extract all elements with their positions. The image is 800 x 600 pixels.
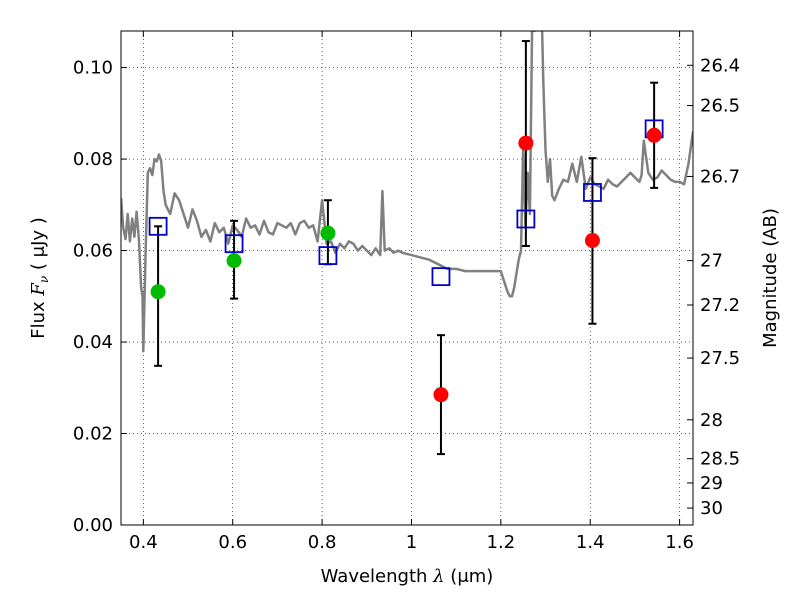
y2-tick-label: 26.5 — [700, 96, 740, 117]
y-tick-label: 0.08 — [73, 149, 113, 170]
x-tick-label: 0.8 — [308, 532, 337, 553]
observed-point — [518, 135, 534, 151]
observed-point — [584, 232, 600, 248]
observed-point — [226, 253, 242, 269]
y2-tick-label: 27.5 — [700, 348, 740, 369]
x-tick-label: 1.2 — [487, 532, 516, 553]
model-point-square — [431, 267, 451, 287]
y2-tick-label: 26.4 — [700, 55, 740, 76]
observed-point — [646, 127, 662, 143]
y2-tick-label: 30 — [700, 498, 723, 519]
observed-point — [433, 387, 449, 403]
y-tick-label: 0.06 — [73, 241, 113, 262]
secondary-y-axis-label: Magnitude (AB) — [760, 208, 781, 348]
x-tick-label: 0.4 — [129, 532, 158, 553]
y2-tick-label: 26.7 — [700, 166, 740, 187]
y-tick-label: 0.02 — [73, 424, 113, 445]
plot-area — [121, 31, 693, 525]
y2-tick-label: 27 — [700, 251, 723, 272]
y-tick-label: 0.10 — [73, 58, 113, 79]
data-marks — [148, 40, 664, 456]
x-axis-label: Wavelength λ (μm) — [321, 566, 494, 587]
model-point-square — [516, 209, 536, 229]
x-tick-label: 0.6 — [218, 532, 247, 553]
y2-tick-label: 28 — [700, 410, 723, 431]
y-tick-label: 0.04 — [73, 332, 113, 353]
observed-point — [320, 225, 336, 241]
y2-tick-label: 28.5 — [700, 449, 740, 470]
x-tick-label: 1.4 — [576, 532, 605, 553]
observed-point — [150, 284, 166, 300]
x-tick-label: 1 — [406, 532, 417, 553]
y-axis-label: Flux Fν ( μJy ) — [28, 217, 51, 339]
plot-frame — [120, 30, 694, 526]
y2-tick-label: 27.2 — [700, 295, 740, 316]
axis-ticks: 0.4 0.6 0.8 1 1.2 1.4 1.6 0.00 0.02 0.04 0.06 0.08 0… — [73, 31, 740, 553]
model-point-square — [224, 234, 244, 254]
model-point-square — [318, 246, 338, 265]
model-point-square — [148, 216, 168, 236]
y-tick-label: 0.00 — [73, 515, 113, 536]
y2-tick-label: 29 — [700, 473, 723, 494]
model-point-square — [583, 183, 602, 202]
x-tick-label: 1.6 — [665, 532, 694, 553]
